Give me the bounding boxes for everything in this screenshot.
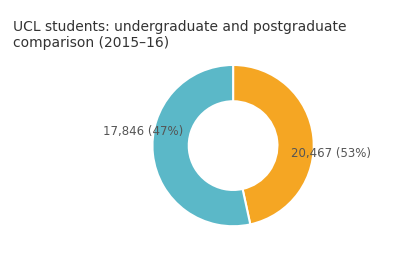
Wedge shape	[152, 65, 250, 226]
Text: 20,467 (53%): 20,467 (53%)	[291, 147, 371, 160]
Wedge shape	[233, 65, 314, 224]
Text: UCL students: undergraduate and postgraduate comparison (2015–16): UCL students: undergraduate and postgrad…	[13, 20, 346, 50]
Text: 17,846 (47%): 17,846 (47%)	[103, 125, 183, 137]
